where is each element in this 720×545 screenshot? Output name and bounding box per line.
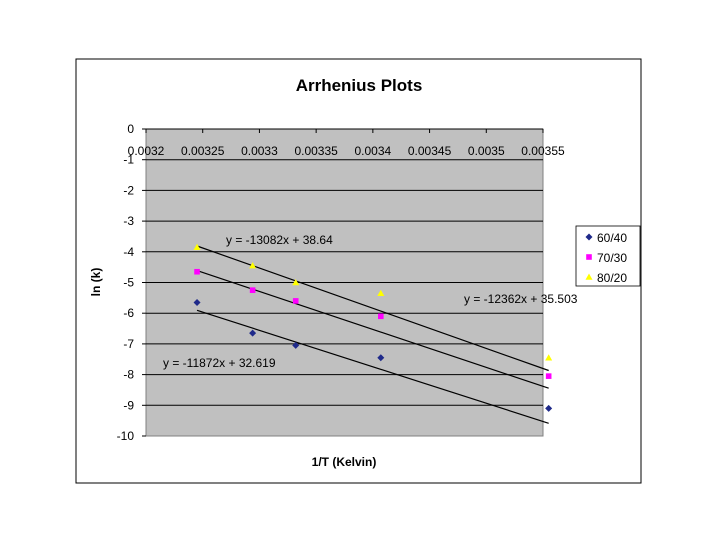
chart-title: Arrhenius Plots: [296, 76, 423, 95]
y-tick-label: -4: [123, 245, 134, 259]
y-tick-label: 0: [127, 122, 134, 136]
x-tick-label: 0.0032: [128, 144, 165, 158]
data-point: [193, 243, 201, 250]
y-tick-label: -9: [123, 398, 134, 412]
data-point: [585, 233, 593, 241]
data-point: [292, 298, 299, 304]
x-tick-label: 0.00345: [408, 144, 452, 158]
trendline-labels: y = -11872x + 32.619 y = -12362x + 35.503…: [163, 233, 578, 370]
data-point: [249, 262, 257, 269]
data-point: [292, 341, 300, 349]
y-tick-label: -8: [123, 368, 134, 382]
data-point: [585, 273, 593, 280]
y-tick-label: -2: [123, 183, 134, 197]
data-points: [193, 243, 553, 412]
legend-label: 60/40: [597, 231, 627, 245]
x-tick-label: 0.0033: [241, 144, 278, 158]
data-point: [545, 354, 553, 361]
data-point: [194, 268, 200, 275]
data-point: [545, 373, 552, 379]
legend-label: 70/30: [597, 251, 627, 265]
data-point: [249, 329, 257, 337]
y-tick-label: -1: [123, 153, 134, 167]
trendline-label: y = -11872x + 32.619: [163, 356, 276, 370]
x-tick-label: 0.0035: [468, 144, 505, 158]
data-point: [586, 254, 592, 260]
data-point: [249, 287, 256, 293]
trendline-label: y = -13082x + 38.64: [226, 233, 333, 247]
gridlines: [146, 159, 543, 406]
legend: 60/40 70/30 80/20: [575, 225, 641, 287]
y-axis-ticks: 0 -1 -2 -3 -4 -5 -6 -7 -8 -9 -10: [117, 122, 146, 443]
trendline: [196, 309, 549, 424]
data-point: [292, 279, 300, 286]
y-tick-label: -6: [123, 306, 134, 320]
x-axis-label: 1/T (Kelvin): [312, 455, 377, 469]
x-tick-label: 0.0034: [355, 144, 392, 158]
data-point: [377, 289, 385, 297]
data-point: [545, 404, 553, 412]
y-tick-label: -5: [123, 276, 134, 290]
x-tick-label: 0.00325: [181, 144, 225, 158]
trendline: [196, 245, 549, 372]
x-axis-ticks: 0.0032 0.00325 0.0033 0.00335 0.0034 0.00345 0…: [128, 128, 565, 158]
data-point: [377, 354, 385, 362]
y-tick-label: -7: [123, 337, 134, 351]
trendline: [196, 270, 549, 389]
x-tick-label: 0.00335: [294, 144, 338, 158]
trendline-label: y = -12362x + 35.503: [464, 292, 578, 306]
y-axis-label: ln (k): [89, 268, 103, 297]
trendlines: [196, 245, 549, 424]
y-tick-label: -10: [117, 429, 135, 443]
data-point: [377, 313, 384, 320]
x-tick-label: 0.00355: [521, 144, 565, 158]
data-point: [193, 298, 201, 306]
legend-label: 80/20: [597, 271, 627, 285]
y-tick-label: -3: [123, 214, 134, 228]
